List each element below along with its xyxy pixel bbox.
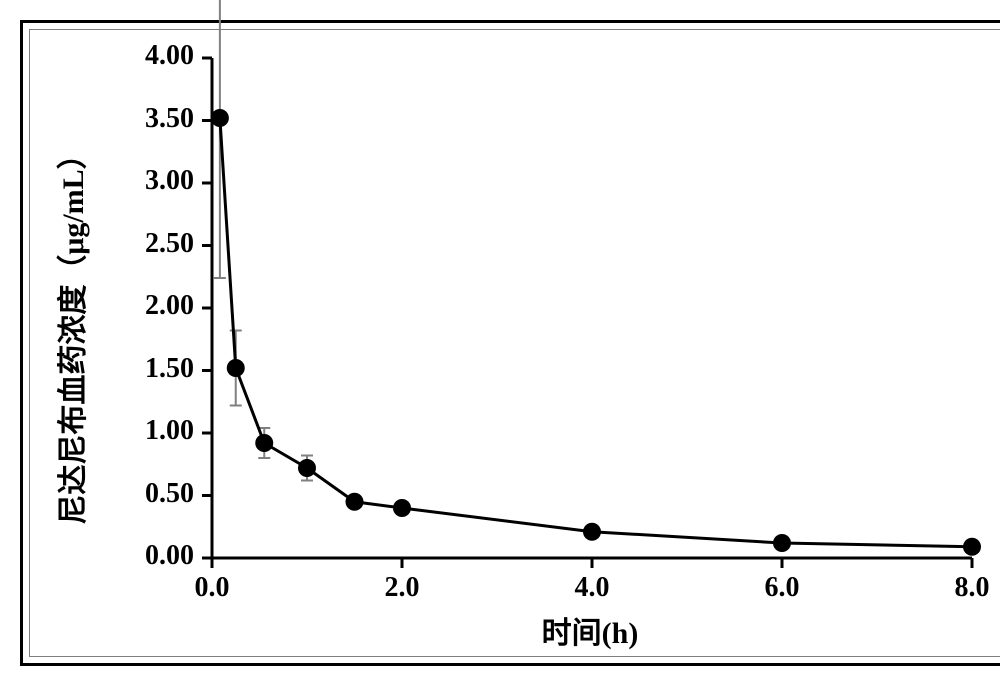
x-tick-label: 8.0	[942, 572, 1000, 604]
y-tick-label: 1.50	[124, 353, 194, 385]
y-tick-label: 3.00	[124, 165, 194, 197]
y-tick-label: 3.50	[124, 103, 194, 135]
y-tick-label: 2.00	[124, 290, 194, 322]
x-tick-label: 0.0	[182, 572, 242, 604]
chart-outer-frame: 尼达尼布血药浓度（μg/mL） 时间(h) 0.000.501.001.502.…	[20, 20, 1000, 666]
y-tick-label: 4.00	[124, 40, 194, 72]
y-tick-label: 0.00	[124, 540, 194, 572]
y-tick-label: 0.50	[124, 478, 194, 510]
x-tick-label: 6.0	[752, 572, 812, 604]
x-tick-label: 4.0	[562, 572, 622, 604]
chart-inner-frame: 尼达尼布血药浓度（μg/mL） 时间(h) 0.000.501.001.502.…	[29, 29, 1000, 657]
y-tick-label: 1.00	[124, 415, 194, 447]
y-tick-label: 2.50	[124, 228, 194, 260]
x-tick-label: 2.0	[372, 572, 432, 604]
